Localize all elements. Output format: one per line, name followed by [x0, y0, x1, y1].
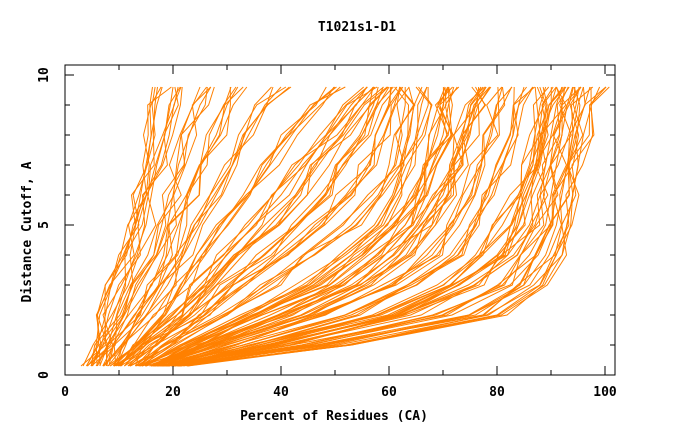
series-line-variant — [119, 86, 365, 367]
series-line-variant — [159, 86, 513, 367]
series-line-variant — [161, 86, 534, 367]
x-tick-label: 20 — [165, 385, 181, 400]
series-line-variant — [86, 86, 179, 367]
series-line-variant — [87, 86, 201, 367]
series-line-variant — [105, 86, 237, 367]
series-line-variant — [183, 86, 582, 367]
series-line-variant — [154, 86, 535, 367]
series-line-variant — [95, 86, 156, 367]
y-tick-label: 5 — [37, 221, 52, 229]
series-line — [129, 86, 390, 367]
plot-frame — [64, 64, 616, 376]
series-line-variant — [145, 86, 423, 367]
series-line-variant — [127, 86, 389, 367]
series-line-variant — [157, 86, 447, 367]
series-line-variant — [137, 86, 402, 367]
series-line-variant — [165, 86, 500, 367]
series-line-variant — [154, 86, 492, 367]
series-line-variant — [110, 86, 368, 367]
series-line-variant — [109, 86, 376, 367]
series-line-variant — [166, 86, 582, 367]
x-axis-label: Percent of Residues (CA) — [240, 409, 428, 424]
series-line-variant — [162, 86, 557, 367]
series-line-variant — [160, 86, 567, 367]
series-line-variant — [152, 86, 491, 367]
x-tick-label: 0 — [61, 385, 69, 400]
series-line — [102, 86, 239, 367]
series-line-variant — [80, 86, 162, 367]
series-line-variant — [155, 86, 450, 367]
series-line-variant — [117, 86, 292, 367]
series-line-variant — [158, 86, 534, 367]
series-line-variant — [167, 86, 503, 367]
axis-ticks — [64, 65, 615, 376]
series-line-variant — [162, 86, 567, 367]
series-line-variant — [176, 86, 545, 367]
y-tick-labels: 0 5 10 — [37, 67, 52, 379]
series-line-variant — [173, 86, 580, 367]
series-line-variant — [180, 86, 610, 367]
series-line-variant — [98, 86, 208, 367]
series-line-variant — [107, 86, 327, 367]
series-line-variant — [154, 86, 506, 367]
series-line-variant — [113, 86, 374, 367]
series-line-variant — [106, 86, 208, 367]
series-line-variant — [139, 86, 415, 367]
series-line-variant — [129, 86, 403, 367]
series-line-variant — [160, 86, 566, 367]
series-line-variant — [145, 86, 410, 367]
series-line-variant — [129, 86, 410, 367]
series-line-variant — [86, 86, 215, 367]
series-line-variant — [115, 86, 375, 367]
series-line-variant — [120, 86, 337, 367]
y-axis-label: Distance Cutoff, A — [20, 161, 35, 302]
y-tick-label: 0 — [37, 371, 52, 379]
series-line-variant — [128, 86, 394, 367]
series-line-variant — [144, 86, 415, 367]
series-line-variant — [145, 86, 428, 367]
series-line-variant — [187, 86, 594, 367]
series-line-variant — [162, 86, 486, 367]
series-line-variant — [112, 86, 287, 367]
series-line-variant — [177, 86, 607, 367]
series-line-variant — [105, 86, 232, 367]
series-line-variant — [153, 86, 486, 367]
x-tick-label: 60 — [381, 385, 397, 400]
series-line-variant — [152, 86, 453, 367]
series-line-variant — [120, 86, 368, 367]
x-tick-label: 100 — [593, 385, 617, 400]
series-line — [162, 86, 525, 367]
series-line — [113, 86, 336, 367]
x-tick-labels: 0 20 40 60 80 100 — [61, 385, 617, 400]
series-line — [124, 86, 384, 367]
y-tick-label: 10 — [37, 67, 52, 83]
series-line-variant — [168, 86, 584, 367]
series-line-variant — [95, 86, 172, 367]
series-line-variant — [103, 86, 274, 367]
series-line-variant — [165, 86, 594, 367]
series-lines — [80, 86, 610, 367]
series-line-variant — [91, 86, 212, 367]
series-line-variant — [99, 86, 179, 367]
series-line-variant — [117, 86, 389, 367]
series-line-variant — [92, 86, 153, 367]
chart-title: T1021s1-D1 — [318, 20, 396, 35]
x-tick-label: 80 — [489, 385, 505, 400]
x-tick-label: 40 — [273, 385, 289, 400]
series-line-variant — [156, 86, 487, 367]
series-line-variant — [162, 86, 547, 367]
series-line-variant — [90, 86, 182, 367]
